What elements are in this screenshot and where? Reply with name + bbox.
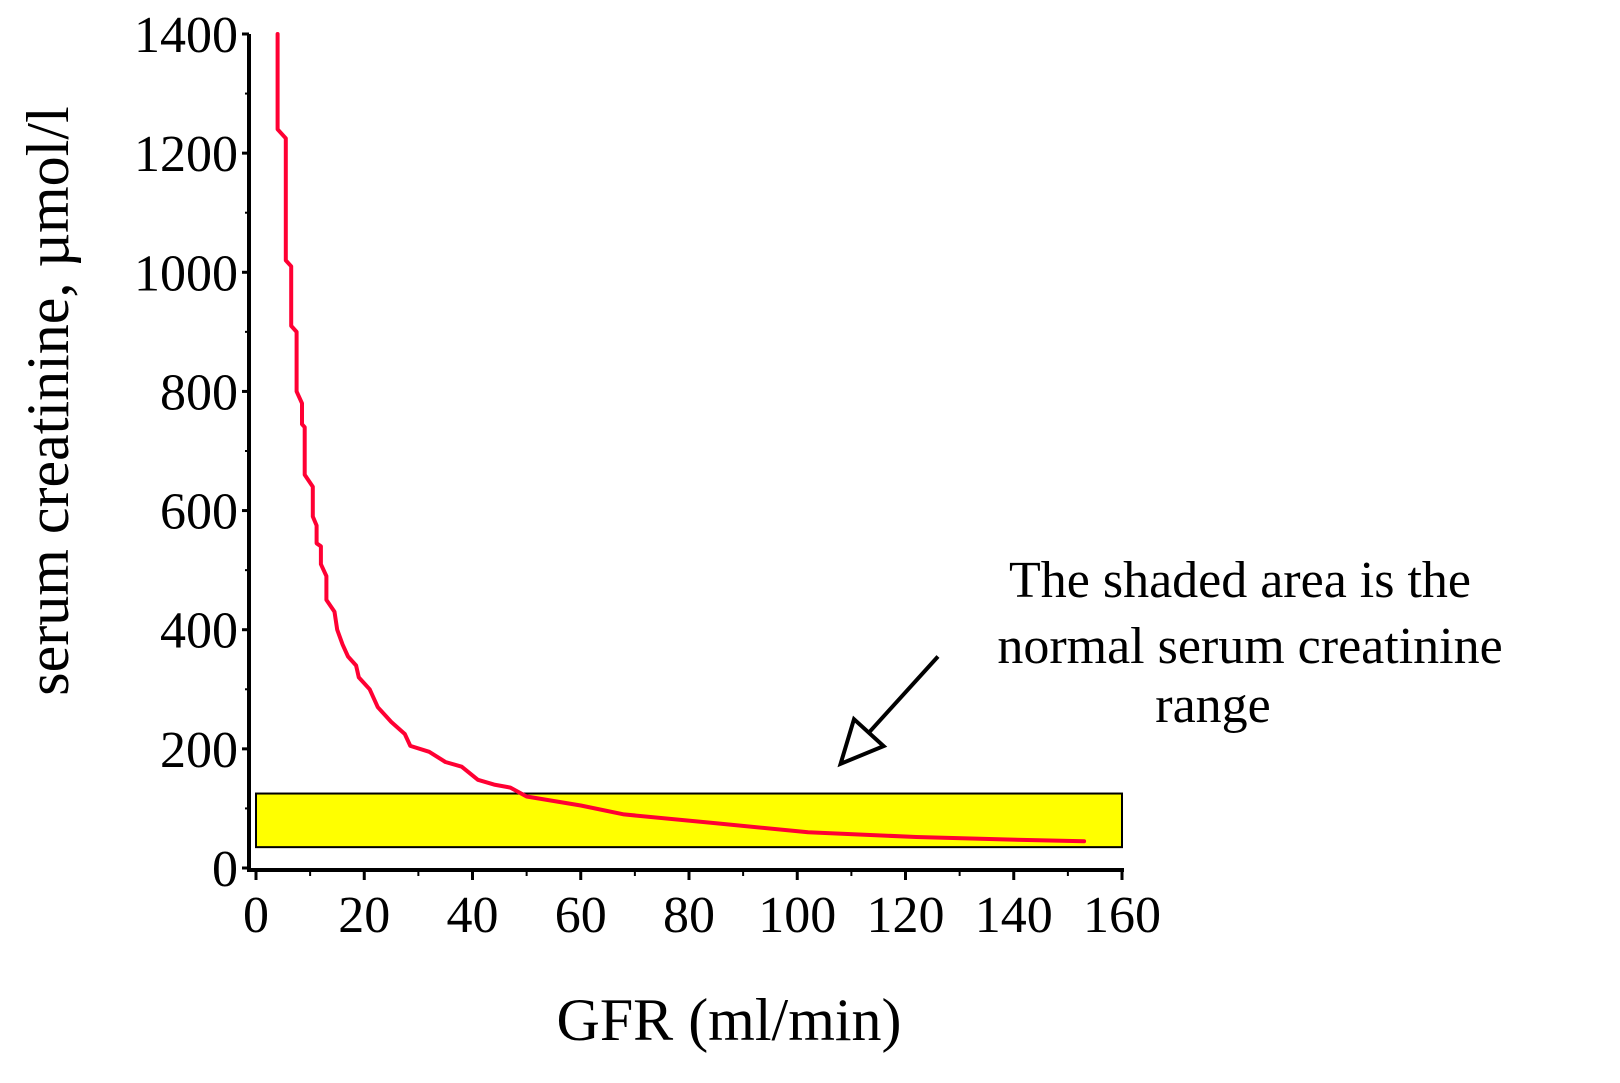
y-tick-label: 1200 <box>134 126 238 183</box>
x-tick-label: 120 <box>867 887 945 944</box>
x-tick-label: 160 <box>1083 887 1161 944</box>
x-tick-label: 40 <box>447 887 499 944</box>
x-tick-label: 140 <box>975 887 1053 944</box>
x-tick-label: 80 <box>663 887 715 944</box>
series-line-0 <box>275 32 1087 844</box>
x-tick-label: 60 <box>555 887 607 944</box>
y-tick-label: 400 <box>160 603 238 660</box>
y-tick-label: 1000 <box>134 245 238 302</box>
y-tick-label: 1400 <box>134 7 238 64</box>
y-tick-label: 800 <box>160 364 238 421</box>
annotation-arrow-shaft <box>867 655 940 735</box>
x-axis-title: GFR (ml/min) <box>556 987 901 1053</box>
x-tick-label: 100 <box>758 887 836 944</box>
annotation-text-line: normal serum creatinine <box>997 618 1502 675</box>
x-tick-label: 20 <box>338 887 390 944</box>
x-tick-label: 0 <box>243 887 269 944</box>
y-tick-label: 0 <box>212 841 238 898</box>
y-tick-label: 200 <box>160 722 238 779</box>
annotation-text-line: The shaded area is the <box>1009 552 1471 609</box>
annotation-arrow-head <box>837 715 888 768</box>
annotation-text-line: range <box>1155 677 1270 734</box>
y-axis-title: serum creatinine, µmol/l <box>15 106 81 695</box>
y-tick-label: 600 <box>160 484 238 541</box>
